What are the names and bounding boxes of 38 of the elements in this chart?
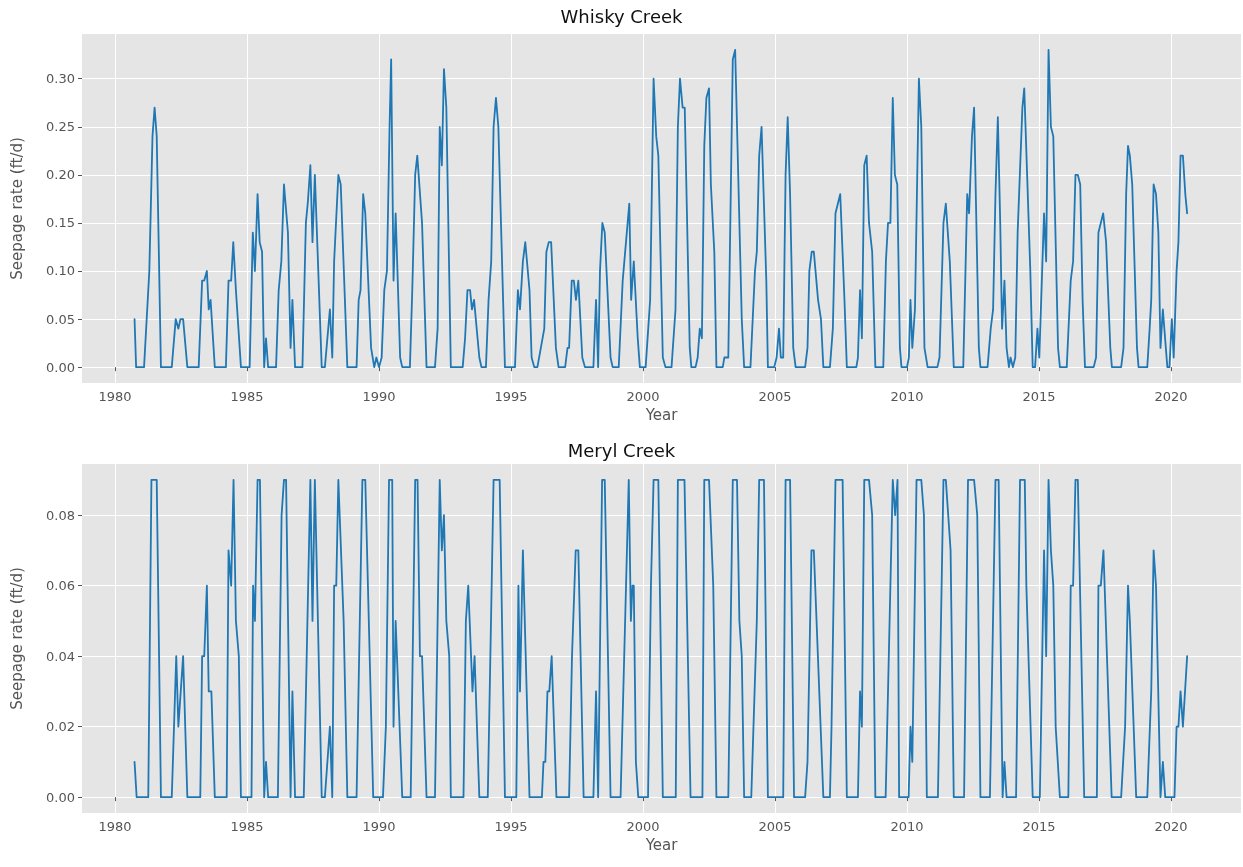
x-tick-label: 1990 [362,389,396,404]
x-tick-label: 2015 [1022,819,1056,834]
x-tick-label: 2005 [758,389,792,404]
x-axis-title: Year [644,836,679,855]
y-tick-label: 0.04 [46,648,75,664]
y-tick-label: 0.02 [46,719,75,735]
line-series [133,478,1189,799]
x-tick-label: 1985 [230,819,264,834]
x-tick-label: 2015 [1022,389,1056,404]
line-series [133,48,1189,369]
y-tick-label: 0.00 [46,789,75,805]
y-tick-label: 0.15 [46,215,75,231]
x-tick-label: 1985 [230,389,264,404]
x-tick-label: 1990 [362,819,396,834]
x-tick-label: 2000 [626,819,660,834]
x-axis-title: Year [644,406,679,425]
x-tick-label: 2020 [1154,389,1188,404]
chart-title: Meryl Creek [567,439,676,461]
x-tick-label: 1980 [98,819,132,834]
x-tick-label: 2010 [890,389,924,404]
y-tick-label: 0.25 [46,119,75,135]
y-axis-title: Seepage rate (ft/d) [7,137,26,280]
y-tick-label: 0.30 [46,71,75,87]
x-tick-label: 2000 [626,389,660,404]
y-tick-label: 0.05 [46,311,75,327]
chart-title: Whisky Creek [560,5,684,27]
x-tick-label: 1980 [98,389,132,404]
x-tick-label: 2005 [758,819,792,834]
y-axis-title: Seepage rate (ft/d) [7,567,26,710]
x-tick-label: 2010 [890,819,924,834]
x-tick-label: 1995 [494,819,528,834]
x-tick-label: 1995 [494,389,528,404]
y-tick-label: 0.08 [46,507,75,523]
y-tick-label: 0.10 [46,263,75,279]
y-tick-label: 0.06 [46,578,75,594]
x-tick-label: 2020 [1154,819,1188,834]
y-tick-label: 0.00 [46,359,75,375]
y-tick-label: 0.20 [46,167,75,183]
